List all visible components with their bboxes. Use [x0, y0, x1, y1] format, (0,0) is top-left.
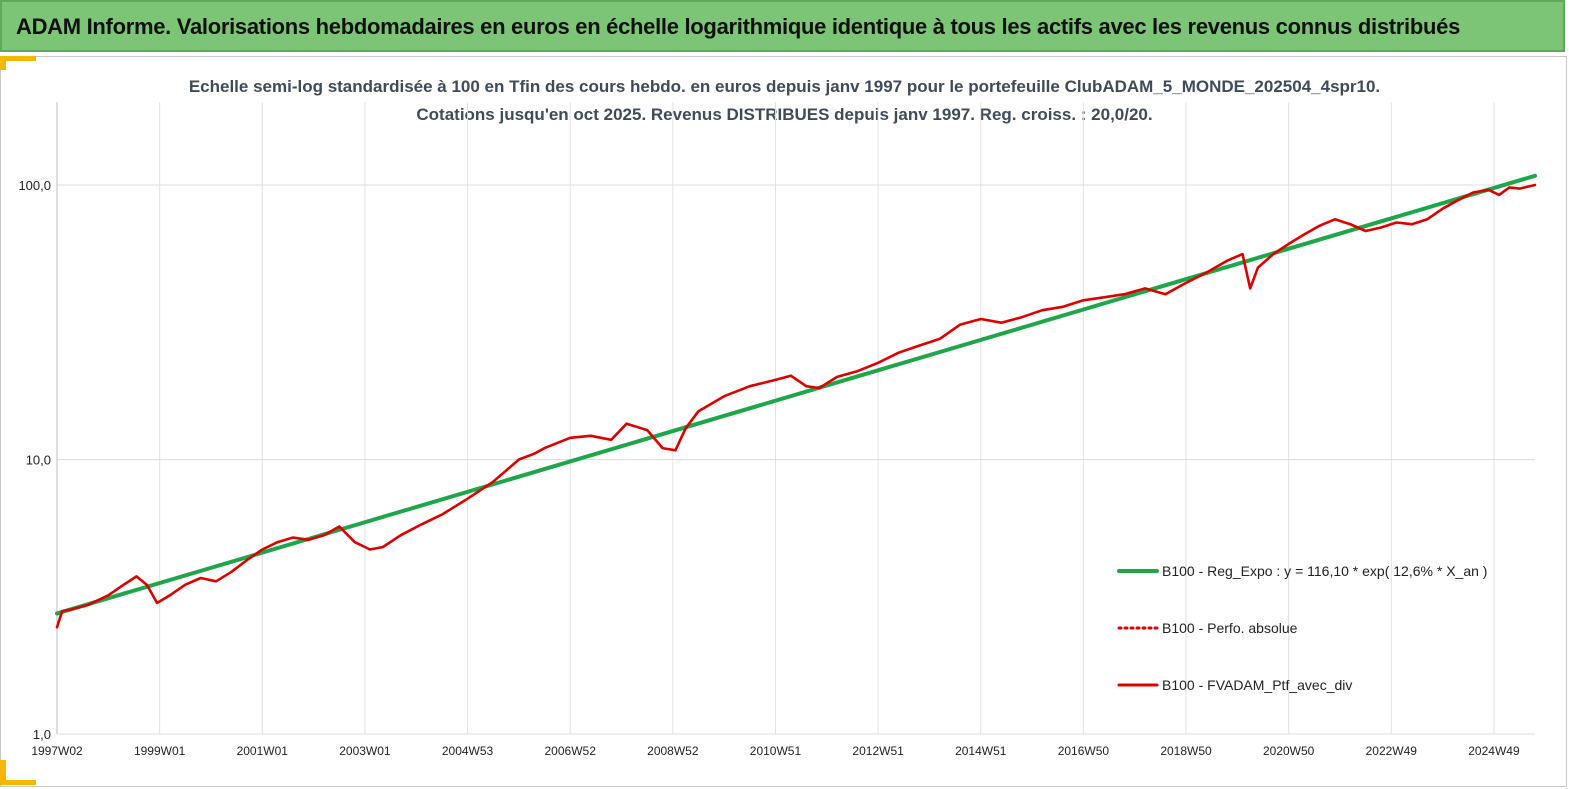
accent-corner-bottom-bar [0, 780, 36, 785]
legend-label-2: B100 - FVADAM_Ptf_avec_div [1162, 677, 1352, 693]
x-tick-label: 1999W01 [134, 744, 186, 758]
legend-label-1: B100 - Perfo. absolue [1162, 620, 1298, 636]
chart-frame [0, 56, 1567, 787]
chart-title-line-1: Echelle semi-log standardisée à 100 en T… [188, 77, 1381, 96]
x-tick-label: 2018W50 [1160, 744, 1212, 758]
x-tick-label: 2022W49 [1366, 744, 1418, 758]
x-tick-label: 2024W49 [1468, 744, 1520, 758]
x-tick-label: 2008W52 [647, 744, 699, 758]
y-tick-label: 100,0 [18, 178, 51, 193]
x-tick-label: 1997W02 [31, 744, 83, 758]
x-tick-label: 2020W50 [1263, 744, 1315, 758]
x-tick-label: 2004W53 [442, 744, 494, 758]
banner-title: ADAM Informe. Valorisations hebdomadaire… [16, 14, 1461, 39]
x-tick-label: 2001W01 [237, 744, 289, 758]
legend-label-0: B100 - Reg_Expo : y = 116,10 * exp( 12,6… [1162, 563, 1487, 579]
x-tick-label: 2012W51 [852, 744, 904, 758]
x-tick-label: 2010W51 [750, 744, 802, 758]
x-tick-label: 2003W01 [339, 744, 391, 758]
accent-corner-top [0, 56, 6, 70]
y-tick-label: 10,0 [26, 453, 51, 468]
series-line-0 [55, 173, 1537, 616]
accent-corner-top-bar [0, 56, 36, 61]
accent-corner-bottom [0, 760, 6, 785]
chart-title-line-2: Cotations jusqu'en oct 2025. Revenus DIS… [416, 105, 1153, 124]
series-line-2 [55, 183, 1537, 629]
x-tick-label: 2016W50 [1058, 744, 1110, 758]
x-tick-label: 2006W52 [545, 744, 597, 758]
y-tick-label: 1,0 [33, 727, 51, 742]
x-tick-label: 2014W51 [955, 744, 1007, 758]
header-banner: ADAM Informe. Valorisations hebdomadaire… [0, 0, 1565, 52]
